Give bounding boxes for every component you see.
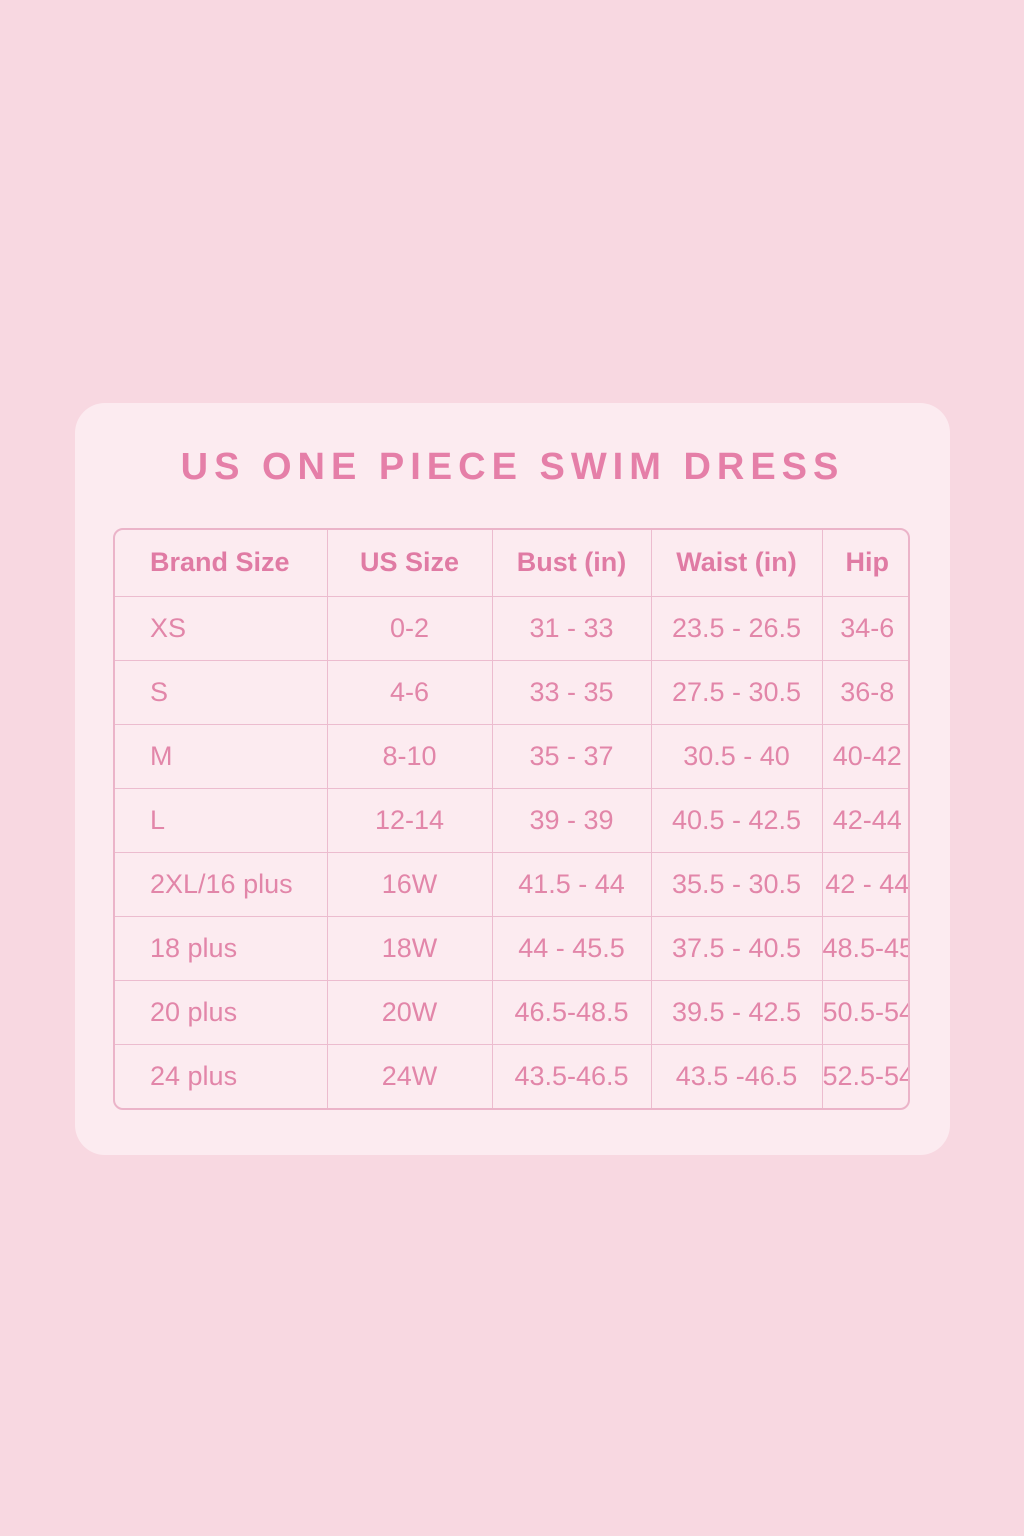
cell-brand-size: 18 plus [115, 916, 328, 981]
cell-us-size: 24W [327, 1044, 493, 1108]
cell-brand-size: M [115, 724, 328, 789]
cell-waist: 30.5 - 40 [651, 724, 823, 789]
table-row: 18 plus 18W 44 - 45.5 37.5 - 40.5 48.5-4… [115, 916, 908, 981]
cell-hip: 36-8 [822, 660, 908, 725]
column-header-hip: Hip [822, 530, 908, 597]
cell-waist: 23.5 - 26.5 [651, 596, 823, 661]
cell-waist: 40.5 - 42.5 [651, 788, 823, 853]
cell-hip: 34-6 [822, 596, 908, 661]
cell-brand-size: 24 plus [115, 1044, 328, 1108]
table-row: 20 plus 20W 46.5-48.5 39.5 - 42.5 50.5-5… [115, 980, 908, 1045]
cell-waist: 27.5 - 30.5 [651, 660, 823, 725]
cell-us-size: 4-6 [327, 660, 493, 725]
cell-us-size: 8-10 [327, 724, 493, 789]
cell-bust: 31 - 33 [492, 596, 652, 661]
cell-waist: 37.5 - 40.5 [651, 916, 823, 981]
column-header-us-size: US Size [327, 530, 493, 597]
cell-bust: 39 - 39 [492, 788, 652, 853]
cell-bust: 35 - 37 [492, 724, 652, 789]
cell-hip: 50.5-54 [822, 980, 908, 1045]
cell-hip: 48.5-45 [822, 916, 908, 981]
cell-bust: 44 - 45.5 [492, 916, 652, 981]
table-header-row: Brand Size US Size Bust (in) Waist (in) … [115, 530, 908, 597]
cell-brand-size: L [115, 788, 328, 853]
size-table: Brand Size US Size Bust (in) Waist (in) … [113, 528, 910, 1110]
column-header-waist: Waist (in) [651, 530, 823, 597]
cell-waist: 39.5 - 42.5 [651, 980, 823, 1045]
cell-us-size: 16W [327, 852, 493, 917]
cell-brand-size: XS [115, 596, 328, 661]
size-table-grid: Brand Size US Size Bust (in) Waist (in) … [115, 530, 910, 1108]
table-row: M 8-10 35 - 37 30.5 - 40 40-42 [115, 724, 908, 789]
cell-hip: 42 - 44 [822, 852, 908, 917]
cell-brand-size: S [115, 660, 328, 725]
table-row: 24 plus 24W 43.5-46.5 43.5 -46.5 52.5-54 [115, 1044, 910, 1108]
table-row: XS 0-2 31 - 33 23.5 - 26.5 34-6 [115, 596, 908, 661]
cell-bust: 43.5-46.5 [492, 1044, 652, 1108]
cell-us-size: 12-14 [327, 788, 493, 853]
size-chart-card: US ONE PIECE SWIM DRESS Brand Size US Si… [75, 403, 950, 1155]
size-chart-title: US ONE PIECE SWIM DRESS [180, 446, 845, 488]
cell-hip: 42-44 [822, 788, 908, 853]
cell-hip: 40-42 [822, 724, 908, 789]
table-row: L 12-14 39 - 39 40.5 - 42.5 42-44 [115, 788, 908, 853]
cell-us-size: 18W [327, 916, 493, 981]
column-header-bust: Bust (in) [492, 530, 652, 597]
cell-brand-size: 2XL/16 plus [115, 852, 328, 917]
cell-us-size: 0-2 [327, 596, 493, 661]
table-row: 2XL/16 plus 16W 41.5 - 44 35.5 - 30.5 42… [115, 852, 908, 917]
cell-us-size: 20W [327, 980, 493, 1045]
cell-bust: 33 - 35 [492, 660, 652, 725]
cell-brand-size: 20 plus [115, 980, 328, 1045]
table-row: S 4-6 33 - 35 27.5 - 30.5 36-8 [115, 660, 908, 725]
column-header-brand-size: Brand Size [115, 530, 328, 597]
cell-waist: 35.5 - 30.5 [651, 852, 823, 917]
cell-waist: 43.5 -46.5 [651, 1044, 823, 1108]
cell-bust: 41.5 - 44 [492, 852, 652, 917]
cell-hip: 52.5-54 [822, 1060, 910, 1091]
cell-bust: 46.5-48.5 [492, 980, 652, 1045]
